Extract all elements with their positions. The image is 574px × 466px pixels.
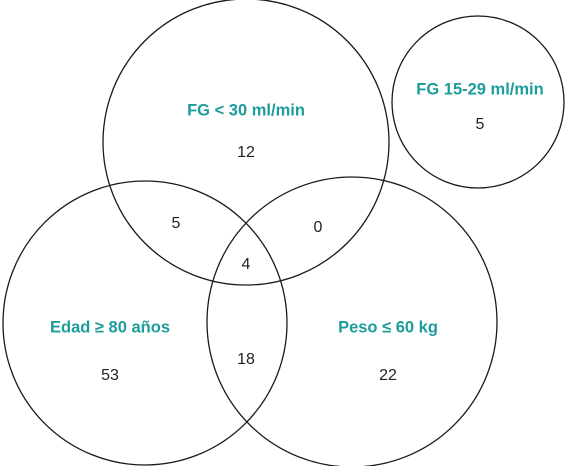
set-circle — [2, 180, 288, 466]
set-circle — [206, 176, 498, 466]
overlap-count: 4 — [242, 256, 251, 273]
set-count: 5 — [476, 116, 485, 133]
set-label: Peso ≤ 60 kg — [338, 318, 438, 336]
set-label: FG 15-29 ml/min — [416, 80, 543, 98]
set-label: FG < 30 ml/min — [187, 101, 305, 119]
set-count: 53 — [101, 367, 119, 384]
overlap-count: 0 — [314, 219, 323, 236]
set-circle — [102, 0, 390, 286]
overlap-count: 5 — [172, 215, 181, 232]
overlap-count: 18 — [237, 351, 255, 368]
set-count: 22 — [379, 367, 397, 384]
set-label: Edad ≥ 80 años — [50, 318, 170, 336]
set-circle — [391, 15, 565, 189]
set-count: 12 — [237, 144, 255, 161]
